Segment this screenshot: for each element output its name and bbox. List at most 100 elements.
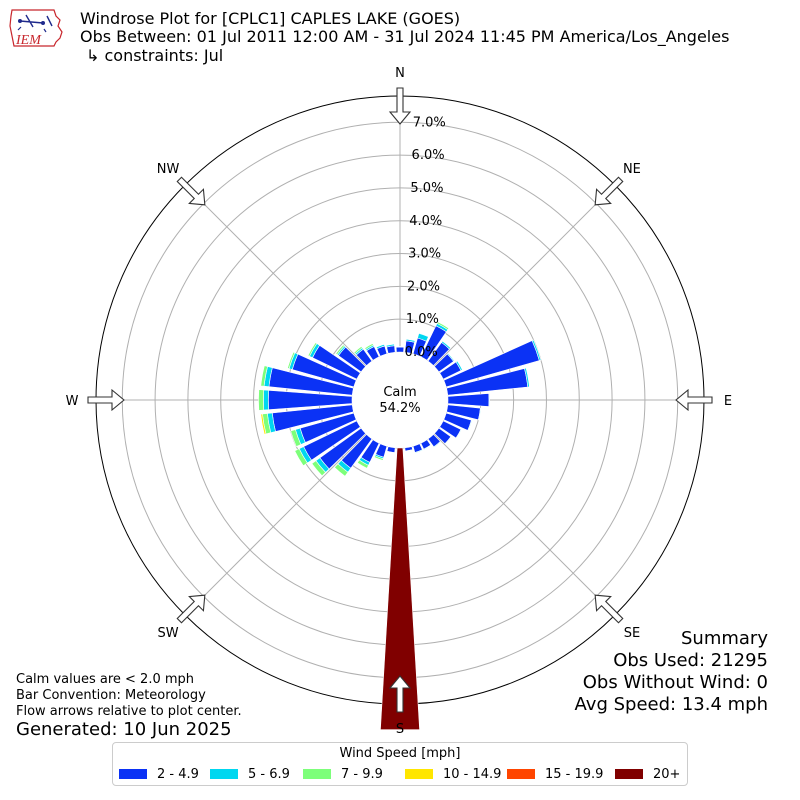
wind-bar-segment [467,419,473,432]
compass-label: E [724,394,732,409]
wind-bar-segment [287,351,296,369]
wind-bar-segment [260,413,267,435]
legend-label: 7 - 9.9 [341,766,383,782]
flow-arrow-icon [388,675,412,713]
wind-bar-segment [436,321,450,331]
wind-bar-segment [290,429,302,447]
legend-swatch [405,769,433,779]
wind-bar-segment [524,367,530,388]
compass-label: SE [624,626,640,641]
wind-bar-segment [260,365,268,387]
compass-label: SW [158,626,179,641]
wind-bar-segment [455,429,462,439]
wind-bar-segment [263,389,269,411]
wind-bar-segment [356,459,369,469]
wind-bar-segment [395,346,405,348]
legend-swatch [210,769,238,779]
flow-arrow-icon [594,594,624,624]
flow-arrows [87,87,713,713]
compass-label: S [396,722,404,737]
flow-arrow-icon [87,388,125,412]
wind-bar-segment [258,389,265,411]
calm-value: 54.2% [379,401,420,416]
legend-title: Wind Speed [mph] [339,746,461,761]
flow-arrows-note: Flow arrows relative to plot center. [16,704,242,719]
legend-item: 5 - 6.9 [210,766,290,782]
legend-label: 5 - 6.9 [248,766,290,782]
flow-arrow-icon [675,388,713,412]
summary-title: Summary [681,628,768,649]
radial-tick-label: 1.0% [406,312,439,327]
constraints-text: ↳ constraints: Jul [86,46,224,65]
legend-swatch [119,769,147,779]
compass-label: NE [623,162,641,177]
compass-label: N [395,66,405,81]
compass-label: W [66,394,79,409]
wind-bar-segment [405,338,416,343]
flow-arrow-icon [388,87,412,125]
bar-convention: Bar Convention: Meteorology [16,688,206,703]
iem-logo: IEM [9,9,63,48]
flow-arrow-icon [176,176,206,206]
summary-avg-speed: Avg Speed: 13.4 mph [574,694,768,715]
wind-bar-segment [455,360,463,371]
wind-bar-segment [433,441,442,448]
radial-tick-label: 7.0% [413,115,446,130]
legend-item: 2 - 4.9 [119,766,199,782]
logo-text: IEM [15,33,42,48]
wind-bar-segment [444,436,452,445]
wind-bar-segment [335,344,345,356]
generated-date: Generated: 10 Jun 2025 [16,719,232,740]
legend-item: 15 - 19.9 [507,766,603,782]
wind-bar-segment [307,342,318,357]
wind-bar-segment [447,393,490,407]
legend-label: 15 - 19.9 [545,766,604,782]
radial-tick-label: 5.0% [410,181,443,196]
wind-bar-segment [441,340,452,350]
wind-bar-segment [477,407,482,421]
grid-spoke [433,433,616,616]
summary-obs-used: Obs Used: 21295 [613,650,768,671]
radial-tick-label: 6.0% [412,148,445,163]
radial-tick-label: 2.0% [407,279,440,294]
wind-bar-segment [531,339,542,361]
grid-spoke [433,184,616,367]
legend-item: 20+ [615,766,680,782]
radial-ticks: 0.0% 1.0% 2.0% 3.0% 4.0% 5.0% 6.0% 7.0% [405,115,446,360]
calm-label: Calm [383,385,416,400]
legend: Wind Speed [mph] 2 - 4.9 5 - 6.9 7 - 9.9 10… [112,742,688,786]
radial-tick-label: 3.0% [408,247,441,262]
radial-tick-label: 0.0% [405,345,438,360]
wind-bar-segment [488,393,490,407]
legend-item: 10 - 14.9 [405,766,501,782]
summary-obs-without-wind: Obs Without Wind: 0 [582,672,768,693]
wind-bar-segment [311,460,327,477]
legend-label: 10 - 14.9 [443,766,502,782]
legend-label: 20+ [653,766,681,782]
legend-item: 7 - 9.9 [303,766,383,782]
wind-bar-segment [395,346,405,353]
wind-bar-segment [375,343,386,350]
wind-bar-segment [294,448,308,467]
wind-bar-segment [364,343,374,350]
wind-bar-segment [385,343,395,348]
wind-bar-segment [334,463,349,477]
wind-bar-segment [446,352,455,362]
compass-labels: N NE E SE S SW W NW [66,66,733,737]
wind-bar-segment [417,332,429,342]
wind-bar-segment [404,449,414,453]
legend-label: 2 - 4.9 [157,766,199,782]
compass-label: NW [157,162,180,177]
flow-arrow-icon [594,176,624,206]
calm-region: Calm 54.2% [352,352,448,448]
grid-spoke [184,184,367,367]
plot-title: Windrose Plot for [CPLC1] CAPLES LAKE (G… [80,9,461,28]
legend-swatch [303,769,331,779]
wind-bar-segment [414,449,424,454]
wind-bar-segment [423,444,432,451]
legend-swatch [507,769,535,779]
obs-period: Obs Between: 01 Jul 2011 12:00 AM - 31 J… [80,27,730,46]
flow-arrow-icon [176,594,206,624]
wind-bar-segment [373,455,384,461]
